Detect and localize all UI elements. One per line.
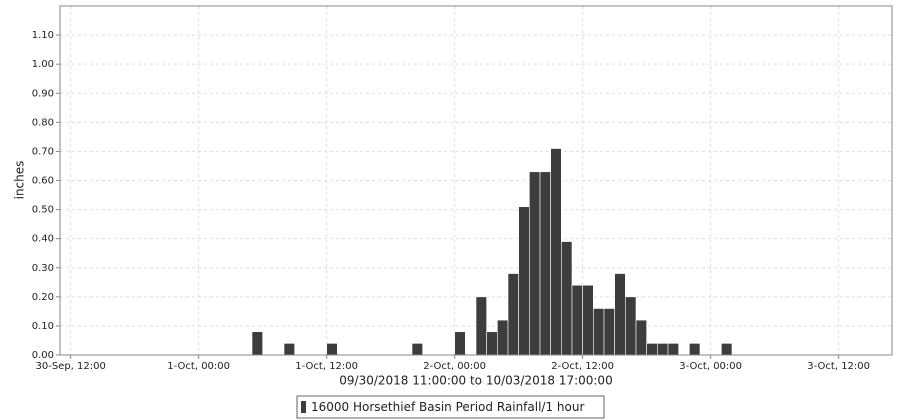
bar <box>582 284 594 356</box>
bar <box>518 206 530 356</box>
y-tick-label: 0.60 <box>32 176 54 187</box>
bar <box>283 343 295 356</box>
y-tick-label: 1.10 <box>32 30 54 41</box>
bar <box>657 343 669 356</box>
bar <box>593 308 605 356</box>
bar <box>571 284 583 356</box>
bar <box>454 331 466 356</box>
bar <box>667 343 679 356</box>
bar <box>603 308 615 356</box>
bar <box>497 319 509 356</box>
y-axis-label: inches <box>13 161 27 200</box>
bar <box>550 148 562 356</box>
x-tick-label: 2-Oct, 12:00 <box>551 361 614 372</box>
bar <box>486 331 498 356</box>
bar <box>326 343 338 356</box>
legend-swatch <box>301 401 306 413</box>
x-tick-label: 1-Oct, 12:00 <box>295 361 358 372</box>
y-tick-label: 0.00 <box>32 350 54 361</box>
y-tick-label: 0.80 <box>32 117 54 128</box>
bar <box>561 241 573 356</box>
bar <box>721 343 733 356</box>
bar <box>507 273 519 356</box>
bar <box>529 171 541 356</box>
x-tick-label: 30-Sep, 12:00 <box>35 361 105 372</box>
y-tick-label: 0.20 <box>32 292 54 303</box>
y-tick-label: 0.30 <box>32 263 54 274</box>
bar <box>646 343 658 356</box>
bar <box>475 296 487 356</box>
x-tick-label: 2-Oct, 00:00 <box>423 361 486 372</box>
bar <box>251 331 263 356</box>
y-tick-label: 0.90 <box>32 88 54 99</box>
legend-box <box>296 395 605 419</box>
y-tick-label: 0.70 <box>32 146 54 157</box>
bar <box>411 343 423 356</box>
y-tick-label: 0.50 <box>32 205 54 216</box>
y-tick-label: 1.00 <box>32 59 54 70</box>
y-tick-label: 0.10 <box>32 321 54 332</box>
x-tick-label: 3-Oct, 00:00 <box>679 361 742 372</box>
bar <box>625 296 637 356</box>
bar <box>635 319 647 356</box>
x-axis-label: 09/30/2018 11:00:00 to 10/03/2018 17:00:… <box>339 374 612 388</box>
plot-border <box>59 5 893 356</box>
bar <box>689 343 701 356</box>
bar <box>614 273 626 356</box>
bar <box>539 171 551 356</box>
x-tick-label: 3-Oct, 12:00 <box>807 361 870 372</box>
x-tick-label: 1-Oct, 00:00 <box>167 361 230 372</box>
y-tick-label: 0.40 <box>32 234 54 245</box>
legend-label: 16000 Horsethief Basin Period Rainfall/1… <box>311 400 584 414</box>
